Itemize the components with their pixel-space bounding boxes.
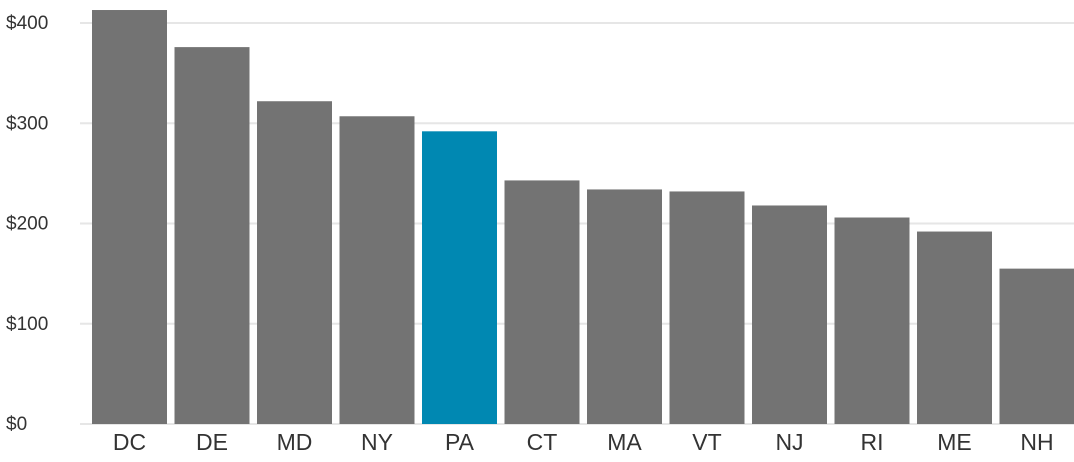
- x-tick-label: PA: [445, 429, 475, 455]
- x-tick-label: MA: [607, 429, 642, 455]
- bar: [174, 47, 250, 424]
- x-tick-label: DE: [196, 429, 228, 455]
- bar: [92, 10, 167, 425]
- x-tick-label: MD: [277, 429, 313, 455]
- bar: [917, 231, 992, 424]
- x-tick-label: NJ: [775, 429, 803, 455]
- y-tick-label: $400: [6, 13, 48, 34]
- y-tick-label: $100: [6, 314, 48, 335]
- x-tick-label: RI: [861, 429, 884, 455]
- bar: [422, 131, 497, 425]
- x-tick-label: VT: [692, 429, 721, 455]
- bar: [752, 205, 827, 424]
- x-tick-label: NH: [1020, 429, 1053, 455]
- bar: [504, 180, 580, 424]
- y-tick-label: $300: [6, 113, 48, 134]
- x-tick-label: CT: [527, 429, 558, 455]
- x-tick-label: DC: [113, 429, 146, 455]
- bar: [257, 101, 332, 424]
- bar: [999, 268, 1074, 424]
- y-tick-label: $0: [6, 414, 27, 435]
- bar: [587, 189, 662, 424]
- x-tick-label: NY: [361, 429, 393, 455]
- bar: [669, 191, 745, 424]
- y-tick-label: $200: [6, 214, 48, 235]
- x-tick-label: ME: [937, 429, 972, 455]
- bar: [834, 217, 910, 424]
- bar: [339, 116, 415, 425]
